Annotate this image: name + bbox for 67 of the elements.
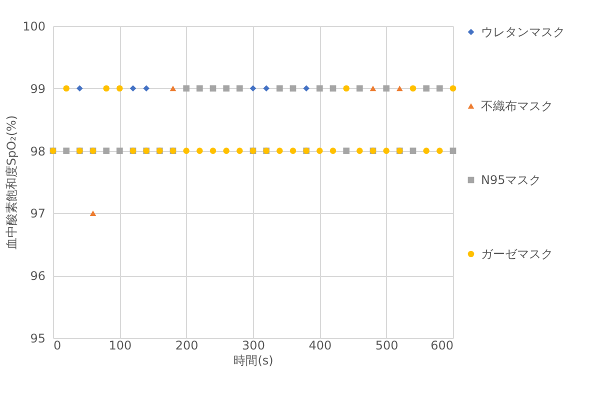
point bbox=[330, 85, 336, 92]
point bbox=[130, 85, 136, 92]
point bbox=[303, 85, 310, 92]
point bbox=[450, 148, 456, 154]
x-tick-label: 600 bbox=[430, 338, 454, 352]
y-tick-label: 97 bbox=[30, 206, 46, 221]
y-axis-title: 血中酸素飽和度SpO₂(%) bbox=[4, 115, 19, 250]
point bbox=[410, 148, 416, 154]
point bbox=[103, 85, 110, 92]
point bbox=[183, 148, 190, 154]
point bbox=[210, 85, 216, 92]
point bbox=[223, 148, 230, 154]
point bbox=[356, 148, 363, 154]
point bbox=[290, 148, 296, 154]
point bbox=[423, 148, 430, 154]
y-tick-label: 98 bbox=[30, 144, 46, 158]
point bbox=[250, 85, 256, 92]
legend-label: ガーゼマスク bbox=[481, 247, 553, 261]
point bbox=[76, 85, 83, 92]
point bbox=[223, 85, 230, 92]
point bbox=[236, 85, 243, 92]
point bbox=[330, 148, 336, 154]
point bbox=[410, 85, 416, 92]
point bbox=[103, 148, 110, 154]
point bbox=[396, 86, 403, 92]
point bbox=[343, 148, 350, 154]
x-axis-title: 時間(s) bbox=[234, 354, 274, 368]
point bbox=[63, 148, 70, 154]
legend-label: ウレタンマスク bbox=[481, 25, 565, 39]
x-tick-label: 300 bbox=[242, 338, 265, 352]
x-tick-label: 100 bbox=[108, 338, 132, 352]
legend-label: N95マスク bbox=[481, 173, 542, 187]
point bbox=[316, 148, 323, 154]
y-tick-label: 96 bbox=[30, 269, 46, 284]
point bbox=[170, 86, 176, 92]
point bbox=[183, 85, 190, 92]
x-tick-label: 500 bbox=[375, 338, 398, 352]
point bbox=[90, 210, 96, 216]
x-tick-label: 400 bbox=[308, 338, 332, 352]
point bbox=[276, 148, 283, 154]
point bbox=[423, 85, 430, 92]
point bbox=[116, 148, 123, 154]
point bbox=[436, 85, 443, 92]
point bbox=[63, 85, 70, 92]
point bbox=[276, 85, 283, 92]
point bbox=[196, 148, 203, 154]
point bbox=[196, 85, 203, 92]
x-tick-label: 200 bbox=[175, 338, 198, 352]
legend-label: 不織布マスク bbox=[481, 99, 553, 113]
point bbox=[290, 85, 296, 92]
y-tick-label: 95 bbox=[30, 332, 46, 346]
y-tick-label: 99 bbox=[30, 82, 46, 96]
point bbox=[436, 148, 443, 154]
point bbox=[116, 85, 123, 92]
point bbox=[383, 85, 390, 92]
point bbox=[316, 85, 323, 92]
point bbox=[143, 85, 150, 92]
point bbox=[356, 85, 363, 92]
point bbox=[263, 85, 270, 92]
point bbox=[236, 148, 243, 154]
point bbox=[343, 85, 350, 92]
point bbox=[450, 85, 456, 92]
x-tick-label: 0 bbox=[54, 338, 62, 352]
point bbox=[383, 148, 390, 154]
point bbox=[210, 148, 216, 154]
y-tick-label: 100 bbox=[22, 20, 46, 34]
point bbox=[370, 86, 376, 92]
